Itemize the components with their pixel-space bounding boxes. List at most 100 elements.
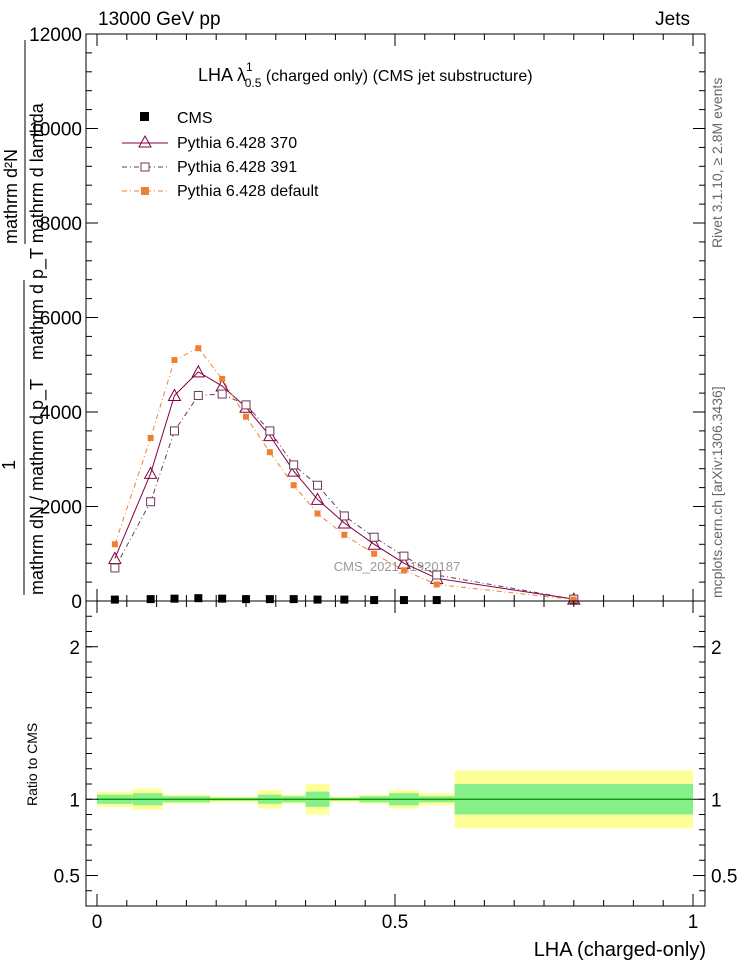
y-tick-label: 2000 [40, 498, 82, 519]
data-point-pythia-default [111, 541, 118, 548]
main-y-tick-labels: 0 2000 4000 6000 8000 10000 12000 [29, 25, 82, 613]
ratio-axis-ticks: 0.5 0.5 1 1 2 2 [54, 601, 737, 906]
data-point-pythia-370 [143, 466, 158, 479]
data-point-pythia-391 [241, 400, 251, 410]
data-point-pythia-default [341, 531, 348, 538]
series-line-pythia-391 [114, 393, 574, 600]
ratio-y-tick-label: 1 [711, 790, 722, 811]
ylabel-low: mathrm dN / mathrm d p_T [27, 379, 48, 595]
data-point-cms [340, 595, 349, 604]
legend-cms-marker [140, 112, 149, 121]
data-point-cms [146, 595, 155, 604]
title-rest: (charged only) (CMS jet substructure) [261, 68, 532, 85]
data-point-pythia-391 [217, 389, 227, 399]
data-point-pythia-default [243, 413, 249, 420]
data-point-pythia-370 [337, 515, 352, 529]
ratio-y-tick-label: 0.5 [711, 867, 737, 888]
legend-370-label: Pythia 6.428 370 [177, 135, 297, 152]
header-left: 13000 GeV pp [98, 9, 221, 30]
ratio-y-tick-label: 1 [69, 790, 80, 811]
data-point-cms [242, 595, 250, 604]
data-point-pythia-default [266, 449, 273, 456]
ratio-y-tick-label: 2 [711, 638, 722, 659]
main-y-axis-label: mathrm d²N mathrm d p_T mathrm d lambda … [0, 40, 48, 595]
series-layer [108, 345, 581, 605]
data-point-cms [289, 595, 298, 604]
data-point-pythia-default [433, 581, 440, 588]
data-point-pythia-default [171, 357, 178, 364]
data-point-cms [432, 596, 441, 605]
data-point-cms [399, 596, 408, 605]
ratio-y-label: Ratio to CMS [24, 723, 40, 806]
data-point-pythia-391 [265, 426, 275, 436]
ratio-plot-frame [85, 600, 706, 907]
plot-title: LHA λ1 0.5 (charged only) (CMS jet substr… [198, 60, 533, 90]
legend-391-marker [140, 162, 150, 172]
data-point-pythia-391 [339, 511, 349, 521]
legend-370-marker [138, 134, 152, 148]
header-right: Jets [655, 9, 690, 30]
data-point-pythia-default [290, 482, 297, 489]
legend-391-label: Pythia 6.428 391 [177, 159, 297, 176]
mcplots-label: mcplots.cern.ch [arXiv:1306.3436] [709, 386, 725, 598]
title-main: LHA λ [198, 65, 246, 85]
y-tick-label: 10000 [29, 120, 82, 141]
data-point-pythia-default [570, 596, 577, 603]
y-tick-label: 4000 [40, 403, 82, 424]
legend-item-cms: CMS [140, 110, 213, 127]
ylabel-one: 1 [0, 460, 19, 470]
svg-text:LHA λ10.5 (charged only) (CMS: LHA λ1 0.5 (charged only) (CMS jet substr… [198, 60, 533, 90]
data-point-pythia-370 [167, 388, 182, 401]
data-point-pythia-391 [313, 480, 323, 490]
y-tick-label: 8000 [40, 214, 82, 235]
legend-item-pythia-default: Pythia 6.428 default [122, 183, 319, 200]
data-point-pythia-391 [146, 497, 156, 507]
y-tick-label: 12000 [29, 25, 82, 46]
ratio-y-tick-label: 2 [69, 638, 80, 659]
x-axis-label: LHA (charged-only) [534, 939, 706, 961]
title-sup: 1 [246, 60, 253, 74]
legend-item-pythia-391: Pythia 6.428 391 [122, 159, 297, 176]
rivet-label: Rivet 3.1.10, ≥ 2.8M events [709, 78, 725, 248]
data-point-cms [370, 596, 379, 605]
data-point-pythia-391 [193, 390, 203, 400]
data-point-pythia-391 [399, 551, 409, 561]
data-point-pythia-370 [310, 492, 325, 505]
data-point-cms [265, 595, 274, 604]
data-point-cms [194, 594, 203, 603]
legend: CMS Pythia 6.428 370 Pythia 6.428 391 Py… [122, 110, 319, 200]
x-tick-label: 1 [688, 912, 699, 933]
title-sub: 0.5 [245, 76, 262, 90]
x-tick-labels: 0 0.5 1 [92, 912, 699, 933]
legend-item-pythia-370: Pythia 6.428 370 [122, 134, 297, 152]
data-point-cms [313, 595, 322, 604]
series-line-pythia-370 [114, 371, 574, 600]
data-point-pythia-default [219, 375, 226, 382]
ylabel-top-den: mathrm d p_T mathrm d lambda [27, 102, 48, 360]
legend-cms-label: CMS [177, 110, 213, 127]
data-point-pythia-370 [367, 537, 381, 550]
x-tick-label: 0 [92, 912, 103, 933]
legend-default-label: Pythia 6.428 default [177, 183, 319, 200]
data-point-pythia-391 [169, 426, 179, 436]
data-point-pythia-370 [286, 464, 301, 477]
data-point-cms [110, 595, 119, 604]
data-point-pythia-default [147, 434, 154, 441]
data-point-pythia-default [314, 510, 321, 517]
x-tick-label: 0.5 [382, 912, 408, 933]
legend-default-marker [141, 187, 149, 195]
data-point-pythia-391 [369, 532, 379, 542]
main-axis-ticks [86, 33, 705, 602]
ylabel-top-num: mathrm d²N [1, 149, 21, 244]
data-point-pythia-391 [110, 563, 120, 573]
data-point-pythia-default [400, 567, 407, 574]
y-tick-label: 0 [71, 592, 82, 613]
data-point-pythia-391 [432, 570, 442, 580]
data-point-pythia-default [371, 550, 378, 557]
ratio-y-tick-label: 0.5 [54, 867, 80, 888]
data-point-pythia-370 [191, 364, 206, 378]
data-point-cms [170, 594, 179, 603]
data-point-cms [218, 594, 227, 603]
data-point-pythia-default [195, 345, 202, 352]
